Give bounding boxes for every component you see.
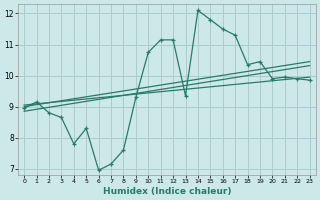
X-axis label: Humidex (Indice chaleur): Humidex (Indice chaleur) [103,187,231,196]
